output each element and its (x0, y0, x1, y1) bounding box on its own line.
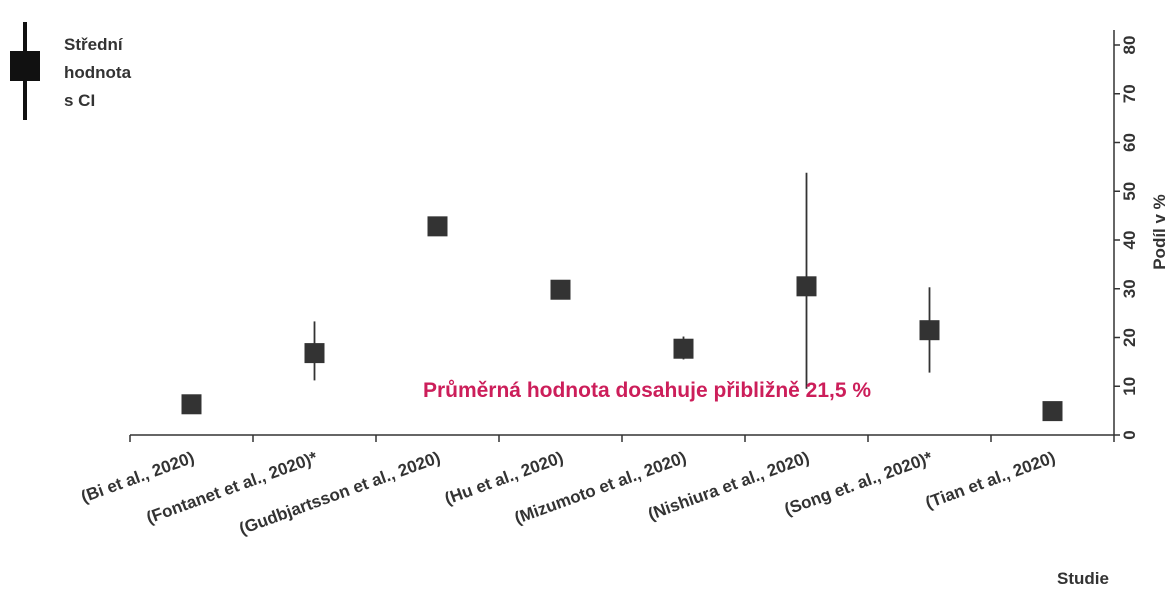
y-tick-label: 40 (1120, 231, 1139, 250)
y-tick-label: 50 (1120, 182, 1139, 201)
legend: Střední hodnota s CI (10, 22, 132, 120)
mean-marker (181, 394, 202, 415)
legend-mean-marker (10, 51, 40, 81)
y-axis-title: Podíl v % (1150, 194, 1169, 270)
confidence-intervals (313, 172, 931, 389)
y-tick-label: 70 (1120, 84, 1139, 103)
y-tick-label: 10 (1120, 377, 1139, 396)
y-tick-label: 80 (1120, 36, 1139, 55)
mean-marker (1042, 401, 1063, 422)
x-axis-title: Studie (1057, 569, 1109, 588)
legend-line-3: s CI (64, 91, 95, 110)
x-axis-ticks (129, 435, 1115, 442)
mean-marker (919, 320, 940, 341)
x-axis-category-labels: (Bi et al., 2020)(Fontanet et al., 2020)… (78, 448, 1057, 539)
legend-line-2: hodnota (64, 63, 132, 82)
mean-marker (304, 343, 325, 364)
x-category-label: (Gudbjartsson et al., 2020) (237, 448, 443, 539)
mean-marker (673, 338, 694, 359)
mean-marker (427, 216, 448, 237)
mean-marker (550, 279, 571, 300)
legend-line-1: Střední (64, 35, 124, 54)
y-tick-label: 0 (1120, 430, 1139, 439)
mean-markers (181, 216, 1063, 422)
y-tick-label: 20 (1120, 328, 1139, 347)
mean-annotation: Průměrná hodnota dosahuje přibližně 21,5… (423, 379, 871, 402)
y-axis-ticks: 0 10 20 30 40 50 60 70 80 (1114, 36, 1139, 440)
y-tick-label: 30 (1120, 279, 1139, 298)
mean-marker (796, 276, 817, 297)
x-category-label: (Tian et al., 2020) (923, 448, 1058, 513)
y-tick-label: 60 (1120, 133, 1139, 152)
